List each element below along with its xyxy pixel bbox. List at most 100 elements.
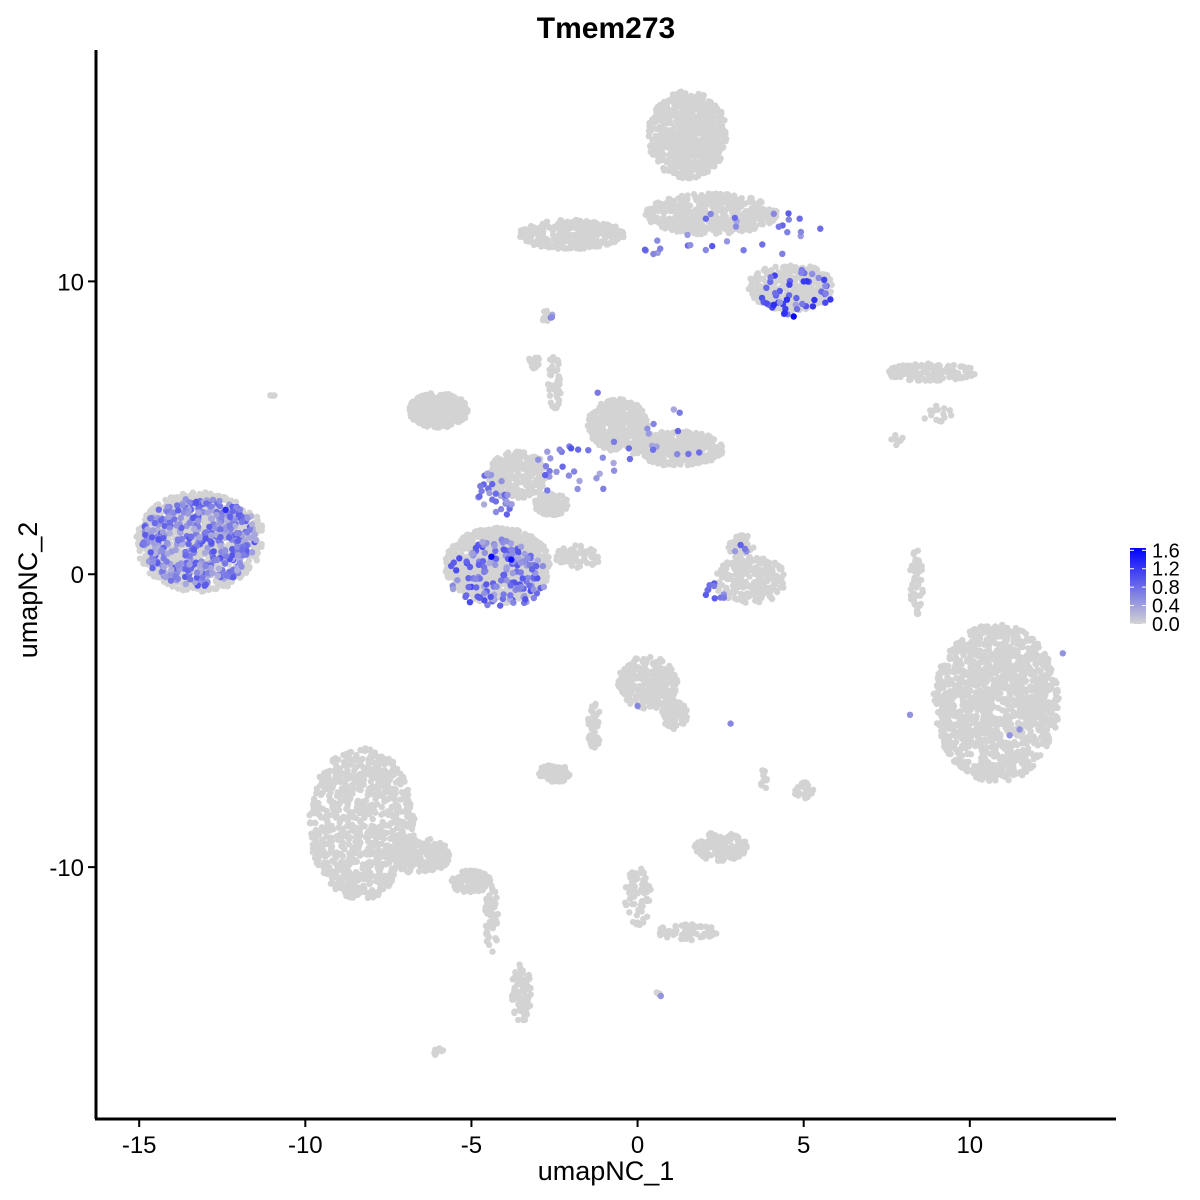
cell-point bbox=[462, 405, 469, 412]
cell-point bbox=[494, 456, 501, 463]
cell-point bbox=[644, 454, 652, 461]
cell-point bbox=[693, 217, 700, 224]
cell-point bbox=[538, 243, 545, 250]
cell-point bbox=[671, 131, 679, 138]
cell-point bbox=[649, 149, 656, 156]
cell-point bbox=[162, 496, 169, 504]
cell-point bbox=[649, 116, 656, 123]
cell-point bbox=[696, 110, 703, 117]
cell-point bbox=[747, 275, 754, 282]
cell-point bbox=[614, 428, 622, 435]
cell-point bbox=[679, 125, 686, 132]
cell-point bbox=[526, 474, 533, 481]
cell-point bbox=[444, 423, 451, 430]
cell-point bbox=[578, 244, 586, 251]
cell-point bbox=[680, 430, 687, 438]
cell-point bbox=[668, 434, 675, 442]
cell-point bbox=[713, 142, 720, 149]
cell-point bbox=[716, 157, 723, 164]
cell-point bbox=[558, 510, 565, 517]
cell-point bbox=[722, 138, 729, 145]
cell-point bbox=[521, 530, 529, 538]
cell-point bbox=[442, 568, 450, 575]
cell-point bbox=[589, 435, 597, 442]
cell-point bbox=[658, 138, 666, 145]
cell-point bbox=[489, 535, 496, 542]
cell-point bbox=[609, 228, 617, 235]
cell-point bbox=[457, 584, 465, 591]
cell-point bbox=[720, 127, 727, 135]
cell-point bbox=[515, 528, 522, 536]
cell-point bbox=[524, 488, 531, 495]
cell-point bbox=[258, 540, 265, 548]
cell-point bbox=[664, 105, 671, 113]
cell-point bbox=[565, 245, 572, 252]
cell-point bbox=[618, 397, 625, 404]
cell-point bbox=[689, 212, 697, 219]
cell-point bbox=[188, 494, 195, 501]
cell-point bbox=[454, 396, 461, 403]
cell-point bbox=[607, 406, 615, 413]
cell-point bbox=[688, 445, 695, 452]
cell-point bbox=[716, 115, 723, 123]
cell-point bbox=[733, 200, 740, 207]
cell-point bbox=[532, 546, 540, 553]
cell-point bbox=[499, 466, 506, 474]
cell-point bbox=[576, 222, 584, 229]
cell-point bbox=[484, 532, 491, 540]
cell-point bbox=[502, 531, 510, 538]
cell-point bbox=[425, 421, 433, 429]
cell-point bbox=[679, 101, 686, 108]
cell-point bbox=[592, 409, 599, 416]
cell-point bbox=[442, 391, 449, 398]
cell-point bbox=[232, 498, 240, 506]
cell-point bbox=[535, 478, 542, 485]
cell-point bbox=[416, 417, 423, 424]
cell-point bbox=[189, 489, 197, 496]
cell-point bbox=[693, 149, 700, 157]
cell-point bbox=[657, 157, 664, 164]
cell-point bbox=[715, 149, 723, 156]
cell-point bbox=[703, 129, 710, 137]
cell-point bbox=[677, 162, 685, 169]
cell-point bbox=[692, 174, 700, 181]
cell-point bbox=[708, 444, 715, 451]
cell-point bbox=[153, 569, 160, 576]
cell-point bbox=[516, 492, 523, 499]
cell-point bbox=[516, 448, 523, 456]
cell-point bbox=[254, 522, 261, 529]
cell-point bbox=[659, 127, 666, 134]
cell-point bbox=[654, 205, 662, 213]
cell-point bbox=[210, 585, 217, 592]
cell-point bbox=[467, 532, 474, 539]
cell-point bbox=[662, 442, 670, 449]
cell-point bbox=[699, 197, 706, 204]
cell-point bbox=[545, 237, 552, 244]
cell-point bbox=[532, 552, 539, 559]
cell-point bbox=[728, 228, 735, 235]
cell-point bbox=[556, 239, 563, 246]
cell-point bbox=[435, 400, 443, 407]
cell-point bbox=[713, 135, 721, 142]
cell-point bbox=[756, 275, 763, 282]
cell-point bbox=[715, 452, 722, 459]
cell-point bbox=[666, 195, 673, 203]
cell-point bbox=[598, 426, 605, 433]
cell-point bbox=[245, 565, 253, 572]
cell-point bbox=[433, 395, 441, 402]
cell-point bbox=[537, 546, 544, 553]
cell-point bbox=[609, 396, 616, 404]
cell-point bbox=[639, 434, 646, 441]
cell-point bbox=[530, 536, 538, 543]
cell-point bbox=[510, 465, 517, 472]
cell-point bbox=[648, 208, 655, 215]
cell-point bbox=[595, 229, 602, 237]
cell-point bbox=[432, 405, 439, 413]
cell-point bbox=[592, 235, 599, 243]
cell-point bbox=[631, 445, 638, 452]
cell-point bbox=[420, 395, 427, 402]
cell-point bbox=[258, 527, 265, 534]
cell-point bbox=[754, 212, 761, 219]
cell-point bbox=[690, 191, 698, 198]
cell-point bbox=[699, 152, 706, 159]
